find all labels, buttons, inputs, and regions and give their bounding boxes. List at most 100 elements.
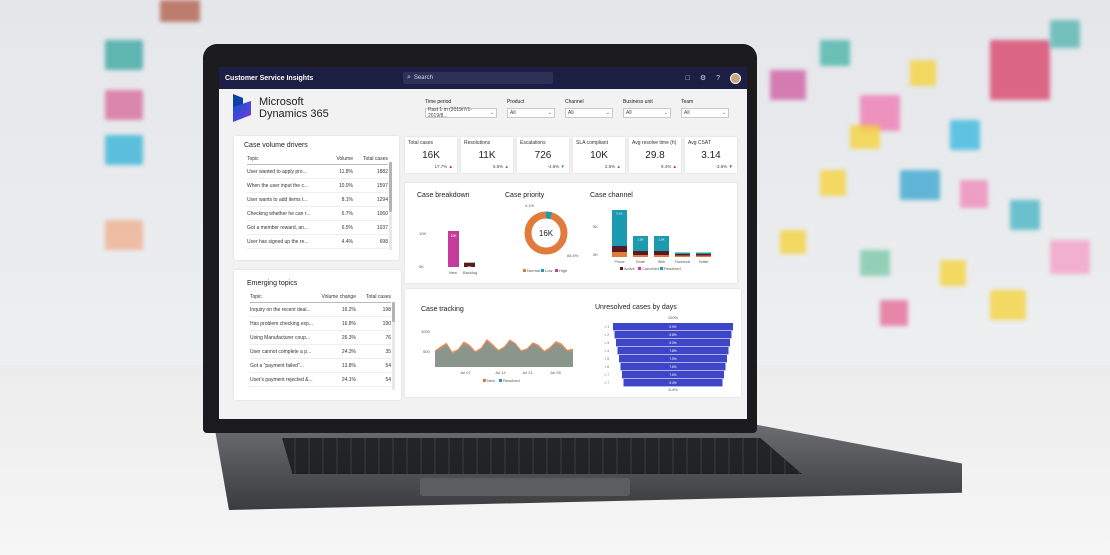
column-header[interactable]: Total cases [362, 156, 388, 162]
priority-right-label: 84.4% [567, 253, 579, 258]
channel-bar-phone-resolved[interactable] [612, 210, 627, 246]
table-row[interactable]: User has signed up the re... 4.4% 698 [247, 235, 388, 249]
column-header[interactable]: Volume change [321, 294, 356, 300]
legend-label: Resolved [664, 266, 681, 271]
table-row[interactable]: User cannot complete a p... 24.3% 35 [250, 345, 391, 359]
column-header[interactable]: Topic [250, 294, 262, 300]
table-row[interactable]: Got a member reward, an... 6.5% 1037 [247, 221, 388, 235]
scrollbar[interactable] [389, 162, 392, 250]
funnel-bar[interactable] [623, 379, 723, 387]
case-tracking-title: Case tracking [421, 306, 464, 313]
gear-icon[interactable]: ⚙ [699, 75, 707, 82]
kpi-sla-compliant[interactable]: SLA compliant 10K 2.5% ▲ [573, 137, 625, 173]
filter-team[interactable]: Team All ⌄ [681, 99, 729, 118]
scrollbar-thumb[interactable] [389, 162, 392, 212]
channel-bar-facebook-resolved[interactable] [675, 252, 690, 255]
cell-volume-change: 13.8% [341, 362, 356, 369]
axis-tick: 500 [423, 349, 430, 354]
category-label: Email [636, 260, 645, 264]
table-row[interactable]: When the user input the c... 10.0% 1597 [247, 179, 388, 193]
case-priority-title: Case priority [505, 192, 545, 199]
kpi-avg-csat[interactable]: Avg CSAT 3.14 -3.6% ▼ [685, 137, 737, 173]
funnel-bar[interactable] [620, 363, 726, 371]
table-row[interactable]: User wants to add items t... 8.1% 1294 [247, 193, 388, 207]
tracking-area-resolved[interactable] [435, 341, 573, 367]
channel-bar-facebook-canceled[interactable] [675, 255, 690, 258]
table-row[interactable]: Inquiry on the recent deal... 16.2% 198 [250, 303, 391, 317]
table-row[interactable]: User's payment rejected &... 24.1% 54 [250, 373, 391, 387]
funnel-bar[interactable] [622, 371, 724, 379]
column-header[interactable]: Topic [247, 156, 259, 162]
filter-value: All [568, 110, 574, 116]
channel-bar-phone-active[interactable] [612, 246, 627, 252]
filter-label: Team [681, 99, 694, 105]
table-row[interactable]: Got a "payment failed"... 13.8% 54 [250, 359, 391, 373]
category-label: Backlog [463, 270, 477, 275]
filter-business-unit[interactable]: Business unit All ⌄ [623, 99, 671, 118]
funnel-bar[interactable] [614, 331, 732, 339]
kpi-escalations[interactable]: Escalations 726 -4.6% ▼ [517, 137, 569, 173]
table-row[interactable]: Has problem checking exp... 16.8% 190 [250, 317, 391, 331]
channel-bar-email-canceled[interactable] [633, 255, 648, 257]
channel-bar-twitter-active[interactable] [696, 254, 711, 256]
filter-product[interactable]: Product All ⌄ [507, 99, 555, 118]
filter-dropdown[interactable]: All ⌄ [565, 108, 613, 118]
funnel-bar[interactable] [616, 339, 730, 347]
kpi-delta-value: 2.5% [605, 164, 616, 169]
channel-bar-email-resolved[interactable] [633, 236, 648, 251]
channel-bar-facebook-active[interactable] [675, 254, 690, 256]
channel-bar-web-resolved[interactable] [654, 236, 669, 251]
cell-topic: Has problem checking exp... [250, 320, 314, 327]
funnel-bar[interactable] [617, 347, 729, 355]
filter-dropdown[interactable]: All ⌄ [623, 108, 671, 118]
channel-bar-twitter-resolved[interactable] [696, 252, 711, 255]
kpi-value: 11K [478, 150, 496, 161]
cell-topic: User has signed up the re... [247, 238, 309, 245]
cell-topic: When the user input the c... [247, 182, 309, 189]
kpi-resolutions[interactable]: Resolutions 11K 5.5% ▲ [461, 137, 513, 173]
channel-bar-twitter-canceled[interactable] [696, 255, 711, 258]
table-row[interactable]: Checking whether he can r... 6.7% 1060 [247, 207, 388, 221]
funnel-bar[interactable] [613, 323, 733, 331]
channel-bar-phone-canceled[interactable] [612, 252, 627, 257]
emerging-topics-table: Topic Volume change Total cases Inquiry … [250, 294, 391, 387]
filter-dropdown[interactable]: All ⌄ [681, 108, 729, 118]
channel-bar-web-active[interactable] [654, 251, 669, 255]
filter-dropdown[interactable]: All ⌄ [507, 108, 555, 118]
unresolved-title: Unresolved cases by days [595, 304, 677, 311]
kpi-avg-resolve-time[interactable]: Avg resolve time (h) 29.8 9.4% ▲ [629, 137, 681, 173]
kpi-total-cases[interactable]: Total cases 16K 17.7% ▲ [405, 137, 457, 173]
priority-ring-low[interactable] [545, 211, 552, 220]
channel-bar-web-canceled[interactable] [654, 255, 669, 257]
breakdown-bar-new[interactable] [448, 231, 459, 267]
cell-volume-change: 16.2% [341, 306, 356, 313]
breakdown-bar-backlog[interactable] [464, 262, 475, 267]
filter-channel[interactable]: Channel All ⌄ [565, 99, 613, 118]
scrollbar[interactable] [392, 302, 395, 390]
filter-dropdown[interactable]: Past 1 m (2019/7/1-2019/8... ⌄ [425, 107, 497, 119]
channel-bar-email-active[interactable] [633, 251, 648, 255]
column-header[interactable]: Volume [336, 156, 353, 162]
cell-volume: 8.1% [341, 196, 353, 203]
table-row[interactable]: User wanted to apply pro... 11.8% 1882 [247, 165, 388, 179]
funnel-bottom-value: 8.4% [668, 387, 678, 392]
kpi-delta-value: 5.5% [493, 164, 504, 169]
help-icon[interactable]: ? [716, 74, 720, 82]
column-header[interactable]: Total cases [365, 294, 391, 300]
funnel-bar[interactable] [619, 355, 727, 363]
funnel-value-label: 8.0% [669, 341, 676, 345]
funnel-category-label: < 2 [604, 333, 609, 337]
filter-time-period[interactable]: Time period Past 1 m (2019/7/1-2019/8...… [425, 99, 497, 119]
funnel-value-label: 8.8% [669, 333, 676, 337]
laptop-keyboard [282, 438, 802, 474]
case-volume-drivers-card: Case volume drivers Topic Volume Total c… [234, 136, 399, 260]
bell-icon[interactable]: □ [685, 74, 690, 82]
search-input[interactable]: ⌕ Search [403, 72, 553, 84]
table-row[interactable]: Using Manufacturer coup... 26.3% 76 [250, 331, 391, 345]
avatar[interactable] [730, 72, 741, 84]
logo-line-1: Microsoft [259, 95, 304, 108]
chevron-down-icon: ⌄ [663, 110, 668, 116]
scrollbar-thumb[interactable] [392, 302, 395, 322]
chevron-down-icon: ⌄ [489, 110, 494, 116]
cell-topic: Got a "payment failed"... [250, 362, 304, 369]
